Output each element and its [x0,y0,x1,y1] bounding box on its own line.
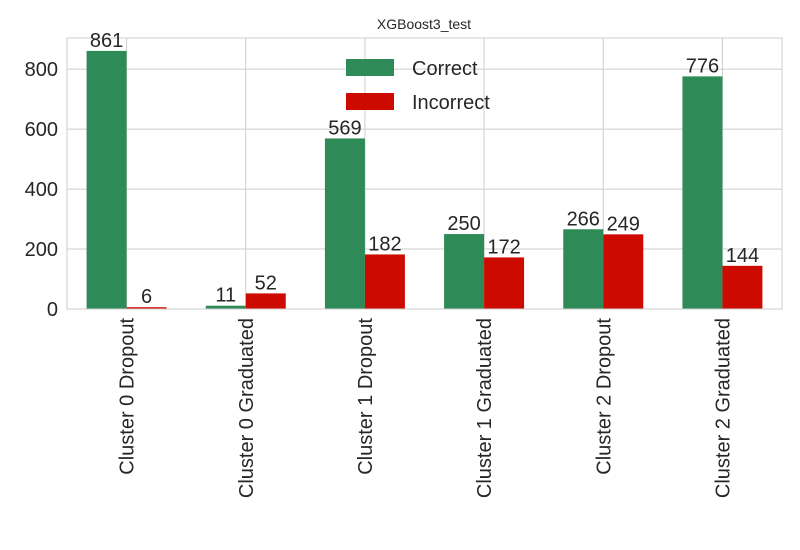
y-tick-label: 0 [47,299,58,321]
bar-incorrect [126,307,167,309]
data-label-incorrect: 172 [487,236,520,258]
x-tick-label: Cluster 1 Dropout [355,318,377,475]
legend-label-correct: Correct [412,58,478,80]
y-tick-label: 600 [25,119,58,141]
bar-correct [444,234,485,309]
x-tick-label: Cluster 2 Graduated [712,318,734,498]
chart-title: XGBoost3_test [377,16,471,32]
data-label-incorrect: 144 [726,245,759,267]
bar-correct [86,50,127,309]
data-label-incorrect: 249 [607,213,640,235]
x-tick-label: Cluster 0 Graduated [236,318,258,498]
bar-incorrect [722,265,763,309]
x-tick-label: Cluster 0 Dropout [117,318,139,475]
data-label-incorrect: 182 [368,233,401,255]
legend-label-incorrect: Incorrect [412,92,490,114]
plot-frame [66,37,783,310]
data-label-correct: 250 [447,213,480,235]
x-axis-ticks: Cluster 0 Dropout Cluster 0 Graduated Clus… [117,318,735,499]
data-label-incorrect: 6 [141,286,152,308]
bar-incorrect [484,257,525,309]
legend-swatch-incorrect [346,93,394,110]
data-label-correct: 569 [328,117,361,139]
plot-border [66,37,783,310]
legend-swatch-correct [346,59,394,76]
y-axis-ticks: 0 200 400 600 800 [25,59,58,321]
bar-correct [563,229,604,309]
bar-incorrect [603,234,644,309]
x-tick-label: Cluster 1 Graduated [474,318,496,498]
data-label-correct: 861 [90,30,123,52]
data-labels: 861 11 569 250 266 776 6 52 182 172 249 144 [90,30,759,308]
data-label-correct: 11 [215,285,236,307]
bar-incorrect [364,254,405,309]
data-label-correct: 776 [686,55,719,77]
bars [86,50,763,310]
bar-correct [205,305,246,309]
legend: Correct Incorrect [346,58,490,114]
bar-incorrect [245,293,286,309]
y-tick-label: 400 [25,179,58,201]
y-tick-label: 200 [25,239,58,261]
data-label-incorrect: 52 [255,272,277,294]
bar-correct [682,76,723,310]
x-tick-label: Cluster 2 Dropout [593,318,615,475]
y-tick-label: 800 [25,59,58,81]
data-label-correct: 266 [567,208,600,230]
bar-correct [324,138,365,309]
